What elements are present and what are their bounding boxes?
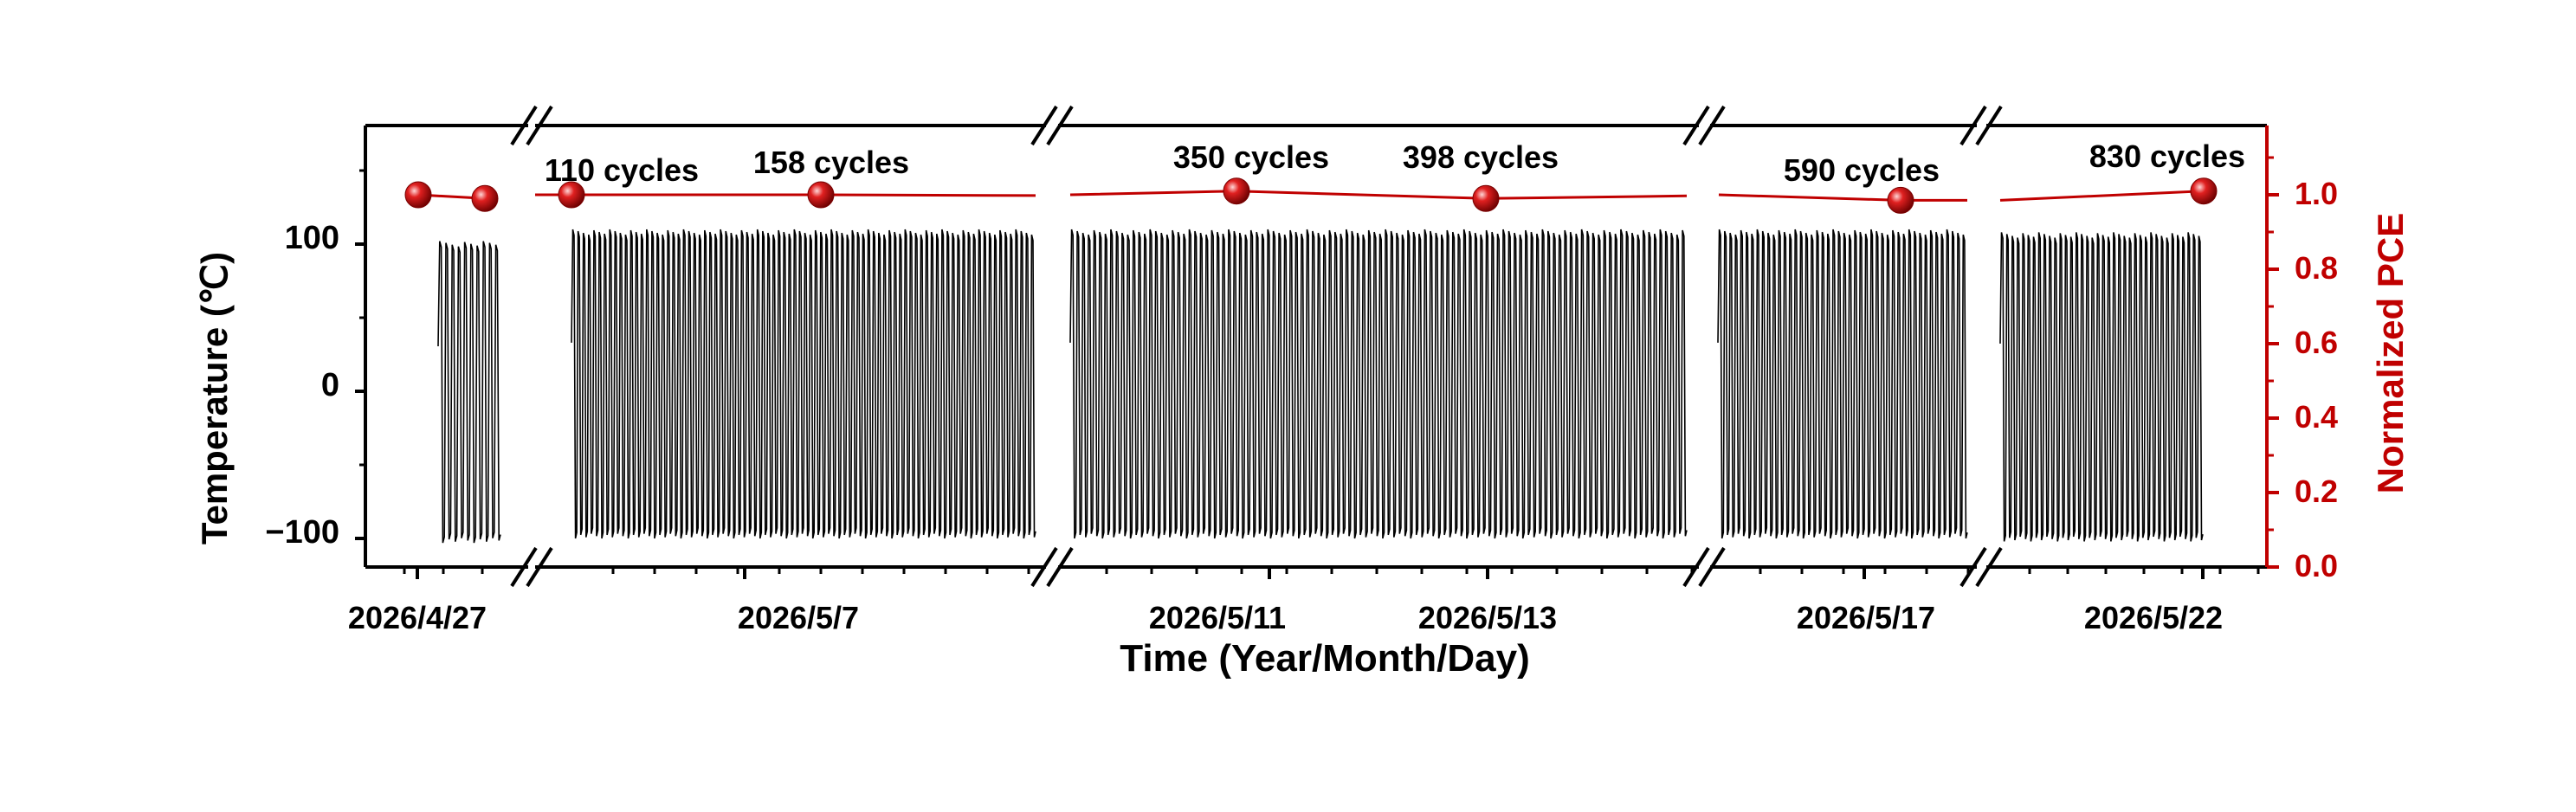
axis-break-mark — [1030, 546, 1058, 588]
temperature-trace — [1999, 232, 2204, 542]
axis-break-mark — [1698, 105, 1726, 146]
right-y-tick-label: 0.6 — [2295, 325, 2338, 360]
axis-break-mark — [1682, 546, 1710, 588]
cycle-label: 158 cycles — [753, 145, 909, 180]
right-y-tick-label: 1.0 — [2295, 176, 2338, 211]
axis-break-mark — [510, 546, 538, 588]
left-y-tick-label: −100 — [265, 514, 339, 551]
axis-break-mark — [1959, 546, 1987, 588]
temperature-trace — [437, 241, 501, 544]
right-y-tick-label: 0.0 — [2295, 548, 2338, 583]
x-tick-label: 2026/5/22 — [2084, 600, 2223, 635]
axis-break-mark — [1959, 105, 1987, 146]
temperature-trace — [571, 229, 1036, 539]
axis-break-mark — [1698, 546, 1726, 588]
x-tick-labels: 2026/4/27 2026/5/7 2026/5/11 2026/5/13 2… — [348, 600, 2223, 635]
right-y-tick-label: 0.8 — [2295, 250, 2338, 286]
axis-break-mark — [526, 546, 553, 588]
axis-break-mark — [1682, 105, 1710, 146]
axis-break-mark — [1046, 105, 1074, 146]
cycle-label: 830 cycles — [2089, 139, 2245, 174]
right-y-tick-label: 0.4 — [2295, 399, 2338, 435]
pce-line — [535, 193, 1036, 197]
right-y-tick-labels: 0.0 0.2 0.4 0.6 0.8 1.0 — [2295, 176, 2338, 583]
x-tick-label: 2026/5/13 — [1418, 600, 1557, 635]
pce-point — [2190, 177, 2218, 205]
cycle-label: 398 cycles — [1403, 139, 1559, 175]
pce-point — [471, 184, 499, 212]
x-tick-label: 2026/4/27 — [348, 600, 487, 635]
pce-line — [1718, 193, 1967, 202]
pce-point — [807, 181, 835, 209]
cycle-annotations: 110 cycles 158 cycles 350 cycles 398 cyc… — [545, 139, 2245, 188]
axis-break-mark — [1975, 546, 2003, 588]
left-y-tick-labels: 100 0 −100 — [265, 220, 339, 551]
cycle-label: 110 cycles — [545, 152, 699, 188]
axis-break-mark — [1046, 546, 1074, 588]
temperature-traces — [437, 229, 2204, 544]
pce-point — [1223, 177, 1250, 205]
x-axis-title: Time (Year/Month/Day) — [1120, 637, 1530, 680]
axis-break-mark — [1975, 105, 2003, 146]
temperature-trace — [1069, 229, 1688, 539]
pce-point — [558, 181, 585, 209]
pce-point — [1887, 186, 1914, 214]
axis-break-mark — [1030, 105, 1058, 146]
axes — [355, 105, 2279, 588]
cycle-label: 350 cycles — [1173, 139, 1329, 175]
left-y-tick-label: 0 — [321, 367, 339, 403]
pce-point — [1472, 184, 1500, 212]
x-tick-label: 2026/5/17 — [1797, 600, 1935, 635]
pce-line — [1999, 190, 2205, 202]
right-y-tick-label: 0.2 — [2295, 474, 2338, 509]
temperature-trace — [1717, 229, 1968, 539]
right-y-axis-title: Normalized PCE — [2370, 213, 2411, 493]
x-tick-label: 2026/5/7 — [738, 600, 859, 635]
axis-break-mark — [526, 105, 553, 146]
pce-line — [1069, 190, 1688, 200]
left-y-tick-label: 100 — [285, 220, 339, 256]
pce-point — [404, 181, 432, 209]
left-y-axis-title: Temperature (℃) — [194, 252, 235, 545]
cycle-label: 590 cycles — [1784, 152, 1940, 188]
pce-series — [404, 177, 2218, 214]
x-tick-label: 2026/5/11 — [1149, 600, 1286, 635]
axis-break-mark — [510, 105, 538, 146]
